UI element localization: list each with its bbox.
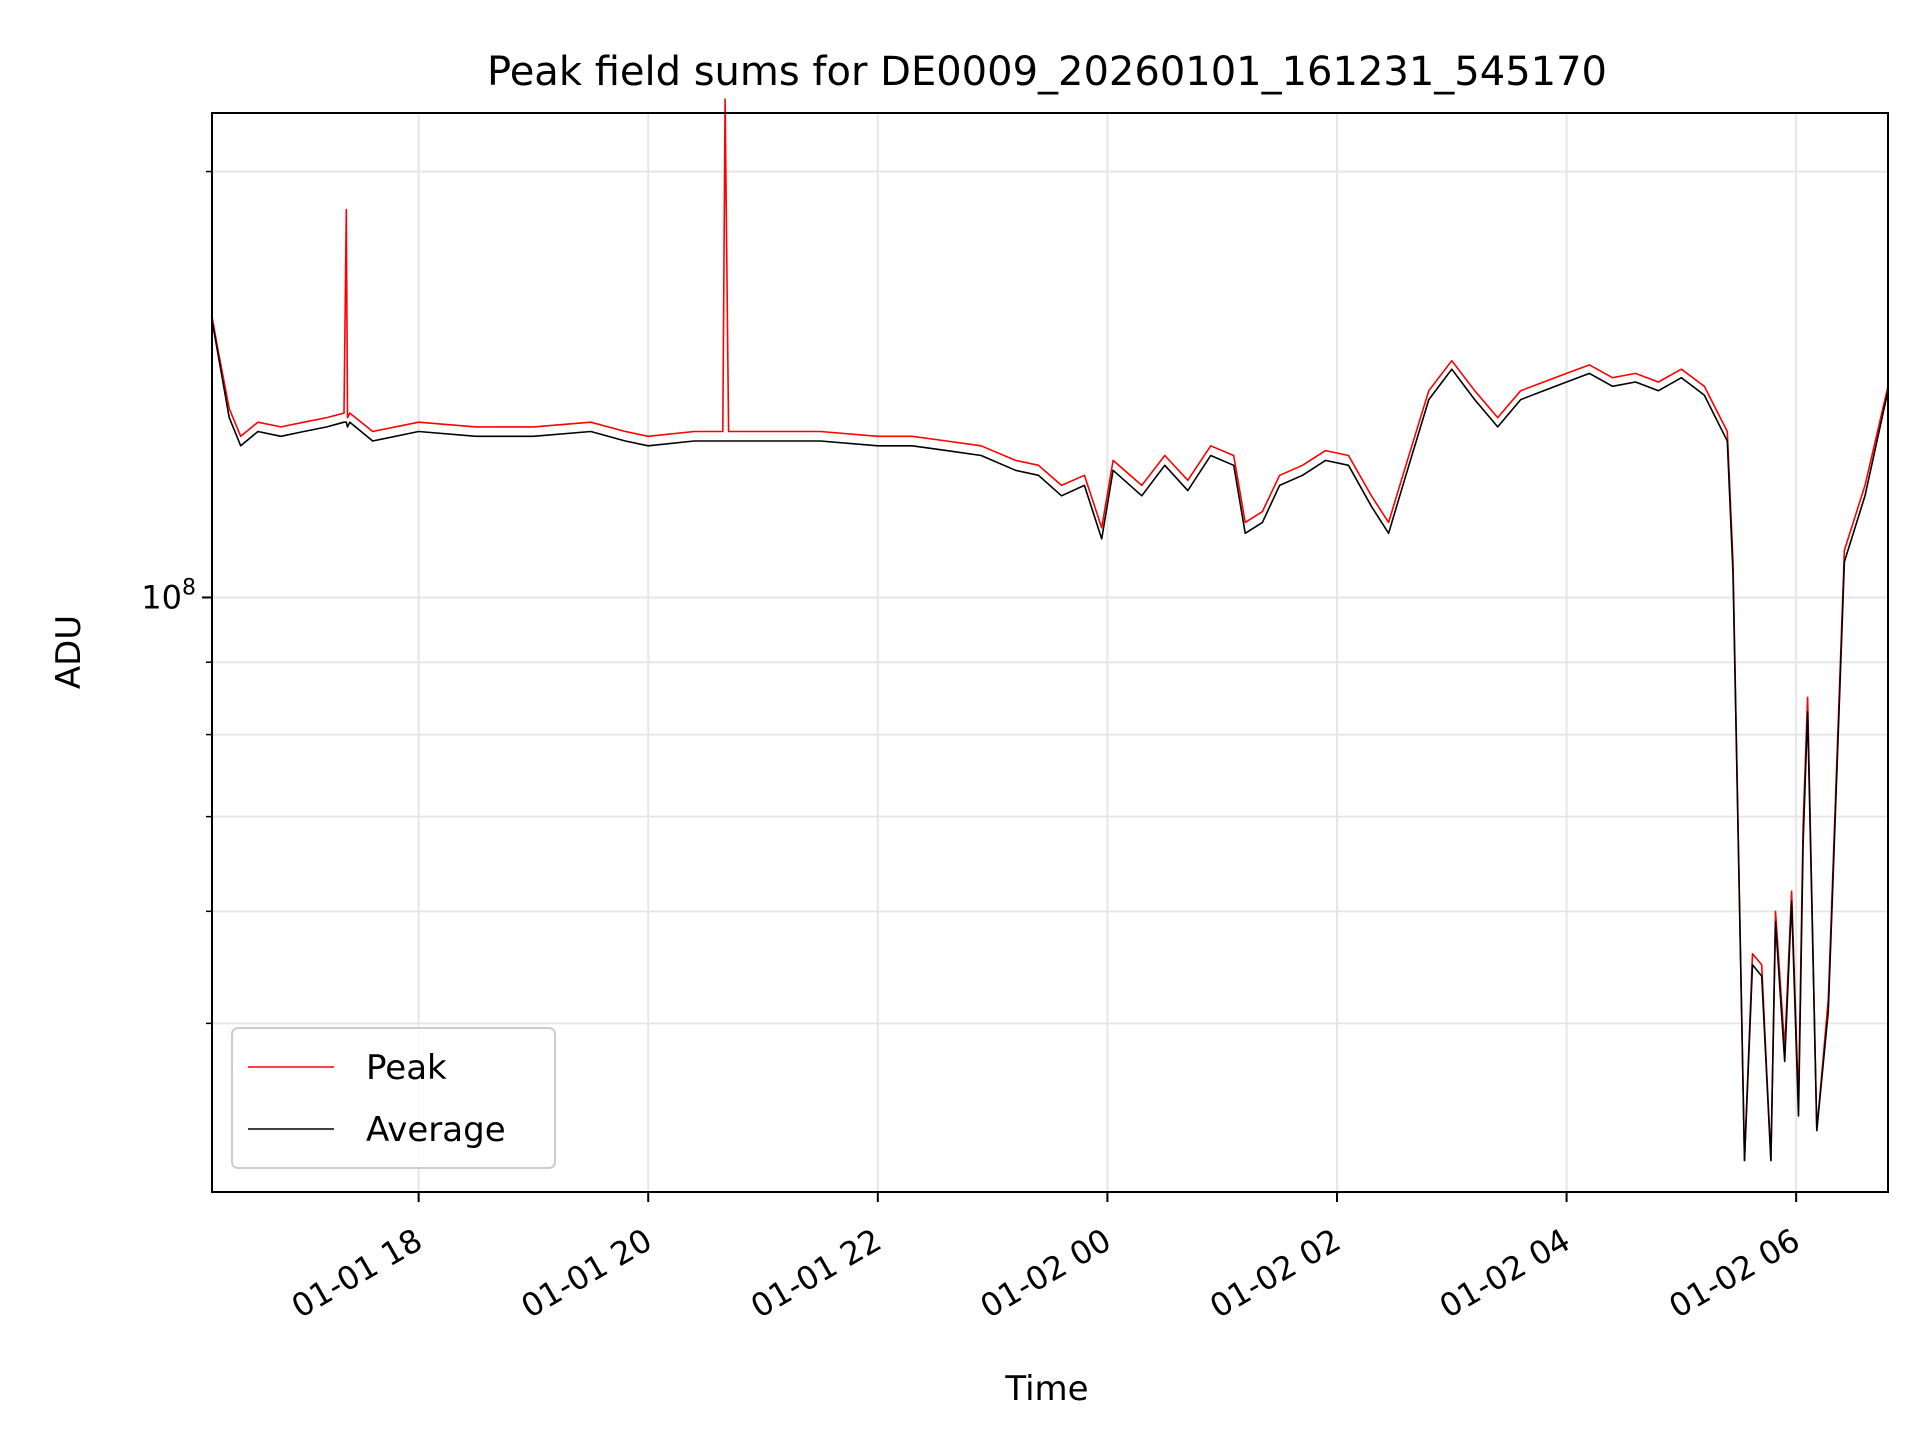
x-tick-label: 01-02 02: [1203, 1221, 1347, 1326]
x-axis-label: Time: [1004, 1369, 1088, 1409]
x-tick-label: 01-02 04: [1433, 1221, 1577, 1326]
y-axis-label: ADU: [49, 615, 89, 689]
chart-svg: Peak field sums for DE0009_20260101_1612…: [0, 0, 1920, 1440]
x-tick-label: 01-01 20: [515, 1221, 659, 1326]
x-tick-label: 01-01 18: [285, 1221, 429, 1326]
legend-average-label: Average: [366, 1110, 506, 1150]
legend-peak-label: Peak: [366, 1048, 447, 1088]
y-tick-label: 108: [141, 575, 196, 616]
x-tick-label: 01-01 22: [744, 1221, 888, 1326]
chart-title: Peak field sums for DE0009_20260101_1612…: [487, 49, 1607, 95]
series-layer: [212, 99, 1888, 1160]
x-tick-label: 01-02 00: [974, 1221, 1118, 1326]
legend: Peak Average: [232, 1028, 555, 1168]
series-line-peak: [212, 99, 1888, 1160]
chart-container: Peak field sums for DE0009_20260101_1612…: [0, 0, 1920, 1440]
x-tick-label: 01-02 06: [1663, 1221, 1807, 1326]
